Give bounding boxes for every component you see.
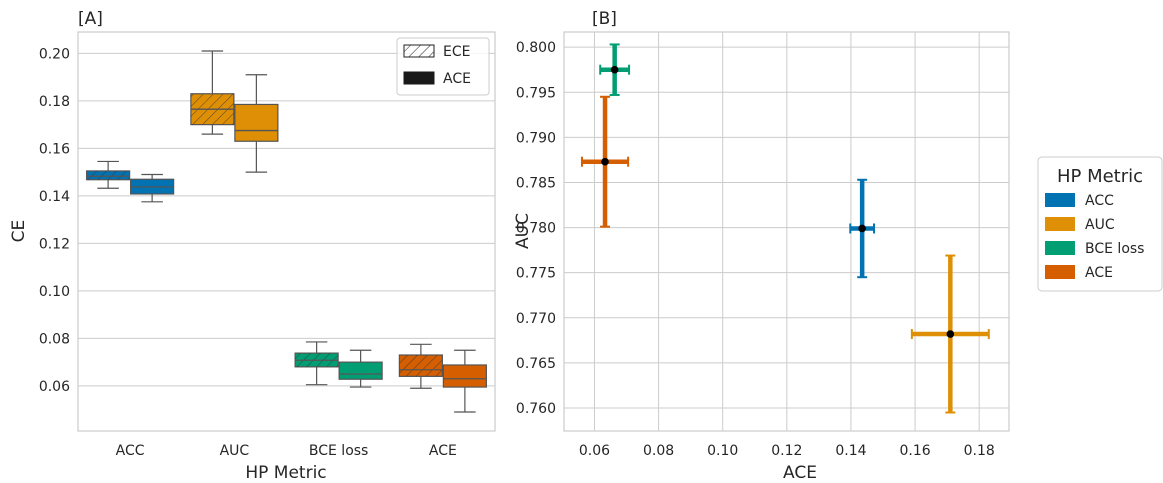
panel-b-y-axis-label: AUC [513, 213, 533, 249]
box-hatch [399, 355, 443, 377]
panel-b-y-tick-label: 0.790 [516, 130, 556, 146]
panel-a-y-tick-label: 0.12 [39, 236, 70, 252]
panel-a-title: [A] [78, 9, 103, 29]
panel-a-x-axis-label: HP Metric [245, 463, 326, 483]
box-ace-ece [398, 343, 443, 389]
hp-legend-frame [1037, 156, 1163, 292]
hp-legend-swatch-acc [1045, 193, 1075, 207]
errorbar-marker [610, 65, 619, 74]
panel-b-y-tick-label: 0.775 [516, 266, 556, 282]
panel-b-x-tick-label: 0.14 [835, 443, 866, 459]
panel-a-frame [77, 31, 496, 432]
legend-solid-swatch [403, 71, 435, 85]
hp-legend-label-acc: ACC [1085, 193, 1114, 209]
panel-a-x-tick-label-acc: ACC [116, 443, 145, 459]
box-body [234, 103, 279, 142]
panel-a-x-tick-label-auc: AUC [220, 443, 250, 459]
hp-legend-swatch-ace [1045, 265, 1075, 279]
errorbar-marker [601, 157, 609, 166]
panel-b-y-tick-label: 0.800 [516, 40, 556, 56]
errorbar-point-auc [910, 254, 990, 414]
panel-a-y-tick-label: 0.16 [39, 141, 70, 157]
hp-legend-label-auc: AUC [1085, 217, 1115, 233]
panel-b-y-tick-label: 0.760 [516, 401, 556, 417]
panel-a-y-axis-label: CE [9, 220, 29, 243]
hp-metric-legend: HP Metric ACC AUC BCE loss ACE [1037, 156, 1163, 292]
panel-b-x-tick-label: 0.18 [964, 443, 995, 459]
errorbar-point-acc [849, 178, 876, 279]
box-acc-ece [86, 160, 131, 189]
panel-b-y-tick-label: 0.780 [516, 221, 556, 237]
box-ace-ace [442, 349, 487, 413]
box-hatch [86, 170, 130, 180]
panel-b-title: [B] [592, 9, 617, 29]
panel-a-y-tick-label: 0.18 [39, 94, 70, 110]
errorbar-point-ace [580, 95, 630, 228]
panel-a-x-tick-label-ace: ACE [429, 443, 457, 459]
legend-hatch-swatch [403, 44, 435, 58]
hp-legend-label-bce-loss: BCE loss [1085, 241, 1144, 257]
panel-a-y-tick-label: 0.08 [39, 331, 70, 347]
errorbar-marker [946, 330, 955, 338]
legend-label-ece: ECE [443, 44, 470, 60]
box-auc-ece [190, 50, 235, 135]
panel-a-y-tick-label: 0.06 [39, 379, 70, 395]
box-bce-loss-ace [338, 349, 383, 388]
box-body [338, 361, 383, 380]
panel-b-y-tick-label: 0.765 [516, 356, 556, 372]
panel-b-x-tick-label: 0.08 [643, 443, 674, 459]
hp-legend-swatch-bce-loss [1045, 241, 1075, 255]
panel-b-x-tick-label: 0.06 [579, 443, 610, 459]
panel-a-x-tick-label-bce-loss: BCE loss [309, 443, 368, 459]
legend-label-ace: ACE [443, 71, 471, 87]
panel-a-y-tick-label: 0.20 [39, 46, 70, 62]
panel-b-y-tick-label: 0.795 [516, 85, 556, 101]
errorbar-marker [858, 224, 866, 233]
box-bce-loss-ece [294, 341, 339, 386]
box-acc-ace [130, 173, 175, 203]
panel-b-x-tick-label: 0.10 [707, 443, 738, 459]
box-auc-ace [234, 74, 279, 173]
hp-legend-title: HP Metric [1057, 166, 1143, 187]
panel-b-frame [563, 31, 1010, 432]
box-body [442, 364, 487, 388]
panel-b: 0.760 0.765 0.770 0.775 0.780 0.785 0.790 0.795… [513, 9, 1010, 483]
panel-a: 0.06 0.08 0.10 0.12 0.14 0.16 0.18 0.20 ACC AUC B… [9, 9, 496, 483]
errorbar-point-bce-loss [599, 43, 631, 96]
panel-b-x-tick-label: 0.12 [771, 443, 802, 459]
panel-b-y-tick-label: 0.785 [516, 175, 556, 191]
panel-b-y-tick-label: 0.770 [516, 311, 556, 327]
hp-legend-label-ace: ACE [1085, 265, 1113, 281]
panel-a-legend: ECE ACE [396, 37, 490, 96]
panel-b-x-tick-label: 0.16 [899, 443, 930, 459]
hp-legend-swatch-auc [1045, 217, 1075, 231]
panel-b-x-axis-label: ACE [783, 463, 817, 483]
panel-a-y-tick-label: 0.14 [39, 189, 70, 205]
panel-a-y-tick-label: 0.10 [39, 284, 70, 300]
